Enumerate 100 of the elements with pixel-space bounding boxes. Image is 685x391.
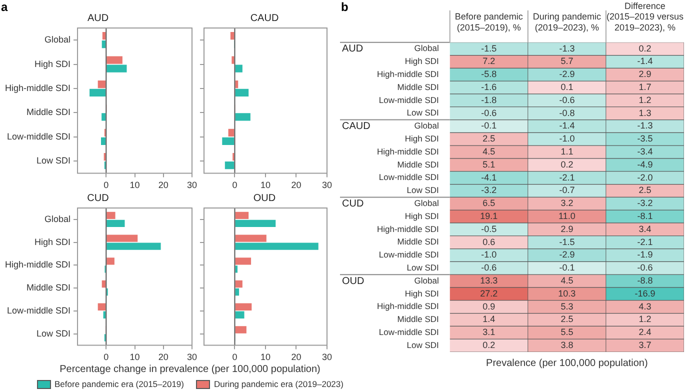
- x-tick-label: 10: [130, 352, 140, 362]
- y-tick-label: Low SDI: [406, 262, 439, 272]
- x-tick-label: Difference (2015–2019 versus 2019–2023), %: [606, 0, 684, 32]
- data-label: 5.5: [560, 327, 574, 338]
- legend-label: Before pandemic era (2015–2019): [54, 379, 184, 389]
- x-tick-label: Before pandemic (2015–2019), %: [454, 12, 524, 32]
- data-label: 3.2: [560, 198, 574, 208]
- y2-tick-label: OUD: [342, 276, 364, 287]
- data-label: 4.5: [560, 276, 574, 286]
- data-label: 4.3: [638, 301, 652, 312]
- data-label: -8.1: [637, 211, 653, 222]
- data-label: 4.5: [482, 146, 496, 157]
- data-label: -1.3: [637, 120, 653, 131]
- text: b: [341, 0, 348, 14]
- y-tick-label: Low SDI: [36, 328, 71, 338]
- y-tick-label: High-middle SDI: [4, 260, 71, 270]
- x-tick-label: 0: [232, 180, 238, 190]
- data-label: -3.2: [637, 198, 653, 208]
- y-tick-label: Middle SDI: [26, 107, 71, 118]
- data-label: -5.8: [481, 69, 497, 80]
- data-label: 1.1: [560, 146, 574, 157]
- x-tick-label: During pandemic (2019–2023), %: [532, 12, 602, 32]
- y-tick-label: Middle SDI: [397, 159, 439, 170]
- data-label: 1.2: [638, 314, 652, 324]
- data-label: -2.9: [559, 250, 575, 260]
- data-label: -4.9: [637, 159, 653, 170]
- x-tick-label: 0: [104, 352, 109, 362]
- data-label: -0.6: [637, 262, 653, 273]
- y-tick-label: Middle SDI: [397, 314, 439, 324]
- data-label: 7.2: [482, 56, 496, 66]
- y-tick-label: High-middle SDI: [376, 68, 439, 79]
- x-tick-label: 20: [158, 352, 168, 362]
- chart-title: AUD: [87, 12, 109, 24]
- y-tick-label: High SDI: [404, 288, 439, 298]
- data-label: -0.1: [559, 262, 575, 273]
- data-label: 2.5: [560, 314, 574, 324]
- data-label: 27.2: [480, 288, 498, 298]
- data-label: 5.3: [560, 301, 574, 312]
- data-label: 0.2: [560, 159, 574, 170]
- data-label: 0.2: [482, 340, 496, 350]
- chart-title: CAUD: [250, 12, 279, 24]
- data-label: 3.4: [638, 224, 652, 234]
- data-label: 2.9: [638, 69, 652, 80]
- x-tick-label: 20: [158, 180, 168, 190]
- data-label: -0.6: [559, 94, 575, 105]
- data-label: 11.0: [558, 211, 576, 222]
- data-label: -1.5: [481, 43, 497, 54]
- y-tick-label: Global: [414, 198, 439, 208]
- data-label: -2.1: [559, 172, 575, 182]
- data-label: 1.3: [638, 108, 652, 118]
- chart-title: CUD: [87, 192, 109, 204]
- x-tick-label: 10: [260, 352, 271, 362]
- data-label: 13.3: [480, 276, 498, 286]
- y2-tick-label: CUD: [342, 198, 364, 210]
- data-label: 2.5: [482, 134, 496, 144]
- x-tick-label: 0: [104, 180, 109, 190]
- y-tick-label: High-middle SDI: [376, 301, 439, 312]
- x-tick-label: 20: [291, 180, 302, 190]
- data-label: -0.1: [481, 120, 497, 131]
- y-tick-label: Global: [44, 214, 71, 224]
- data-label: 5.7: [560, 56, 574, 66]
- x-axis-title: Percentage change in prevalence (per 100,000 population): [58, 364, 322, 375]
- y-tick-label: Middle SDI: [397, 236, 439, 247]
- data-label: -1.4: [637, 56, 653, 66]
- data-label: -2.0: [637, 172, 653, 182]
- data-label: -0.6: [481, 108, 497, 118]
- data-label: -0.7: [559, 185, 575, 196]
- data-label: 0.1: [560, 82, 574, 92]
- data-label: -16.9: [634, 288, 656, 298]
- y-tick-label: Low SDI: [406, 108, 439, 118]
- y-tick-label: High SDI: [404, 210, 439, 221]
- y-tick-label: Low SDI: [406, 185, 439, 196]
- y-tick-label: Low-middle SDI: [378, 250, 439, 260]
- data-label: -1.3: [559, 43, 575, 54]
- data-label: -3.4: [637, 146, 653, 157]
- data-label: -4.1: [481, 172, 497, 182]
- data-label: -1.0: [481, 250, 497, 260]
- x-axis-title: Prevalence (per 100,000 population): [486, 358, 648, 369]
- x-tick-label: 20: [291, 352, 302, 362]
- y-tick-label: Low-middle SDI: [378, 94, 439, 105]
- y-tick-label: Global: [414, 275, 439, 286]
- data-label: 3.8: [560, 340, 574, 350]
- x-tick-label: 30: [322, 352, 332, 362]
- y-tick-label: Low SDI: [36, 156, 71, 166]
- legend-label: During pandemic era (2019–2023): [214, 379, 344, 389]
- y-tick-label: Middle SDI: [26, 282, 71, 293]
- data-label: -8.8: [637, 276, 653, 286]
- y-tick-label: Global: [414, 120, 439, 131]
- data-label: 19.1: [480, 211, 498, 222]
- x-tick-label: 10: [130, 180, 140, 190]
- y-tick-label: High SDI: [34, 58, 71, 69]
- data-label: -1.6: [481, 82, 497, 92]
- data-label: -1.5: [559, 236, 575, 247]
- data-label: 6.5: [482, 198, 496, 208]
- y-tick-label: High-middle SDI: [4, 82, 71, 93]
- data-label: 0.9: [482, 301, 496, 312]
- data-label: 1.7: [638, 82, 652, 92]
- data-label: 3.1: [482, 327, 496, 338]
- data-label: -3.2: [481, 185, 497, 196]
- y-tick-label: Low-middle SDI: [378, 326, 439, 337]
